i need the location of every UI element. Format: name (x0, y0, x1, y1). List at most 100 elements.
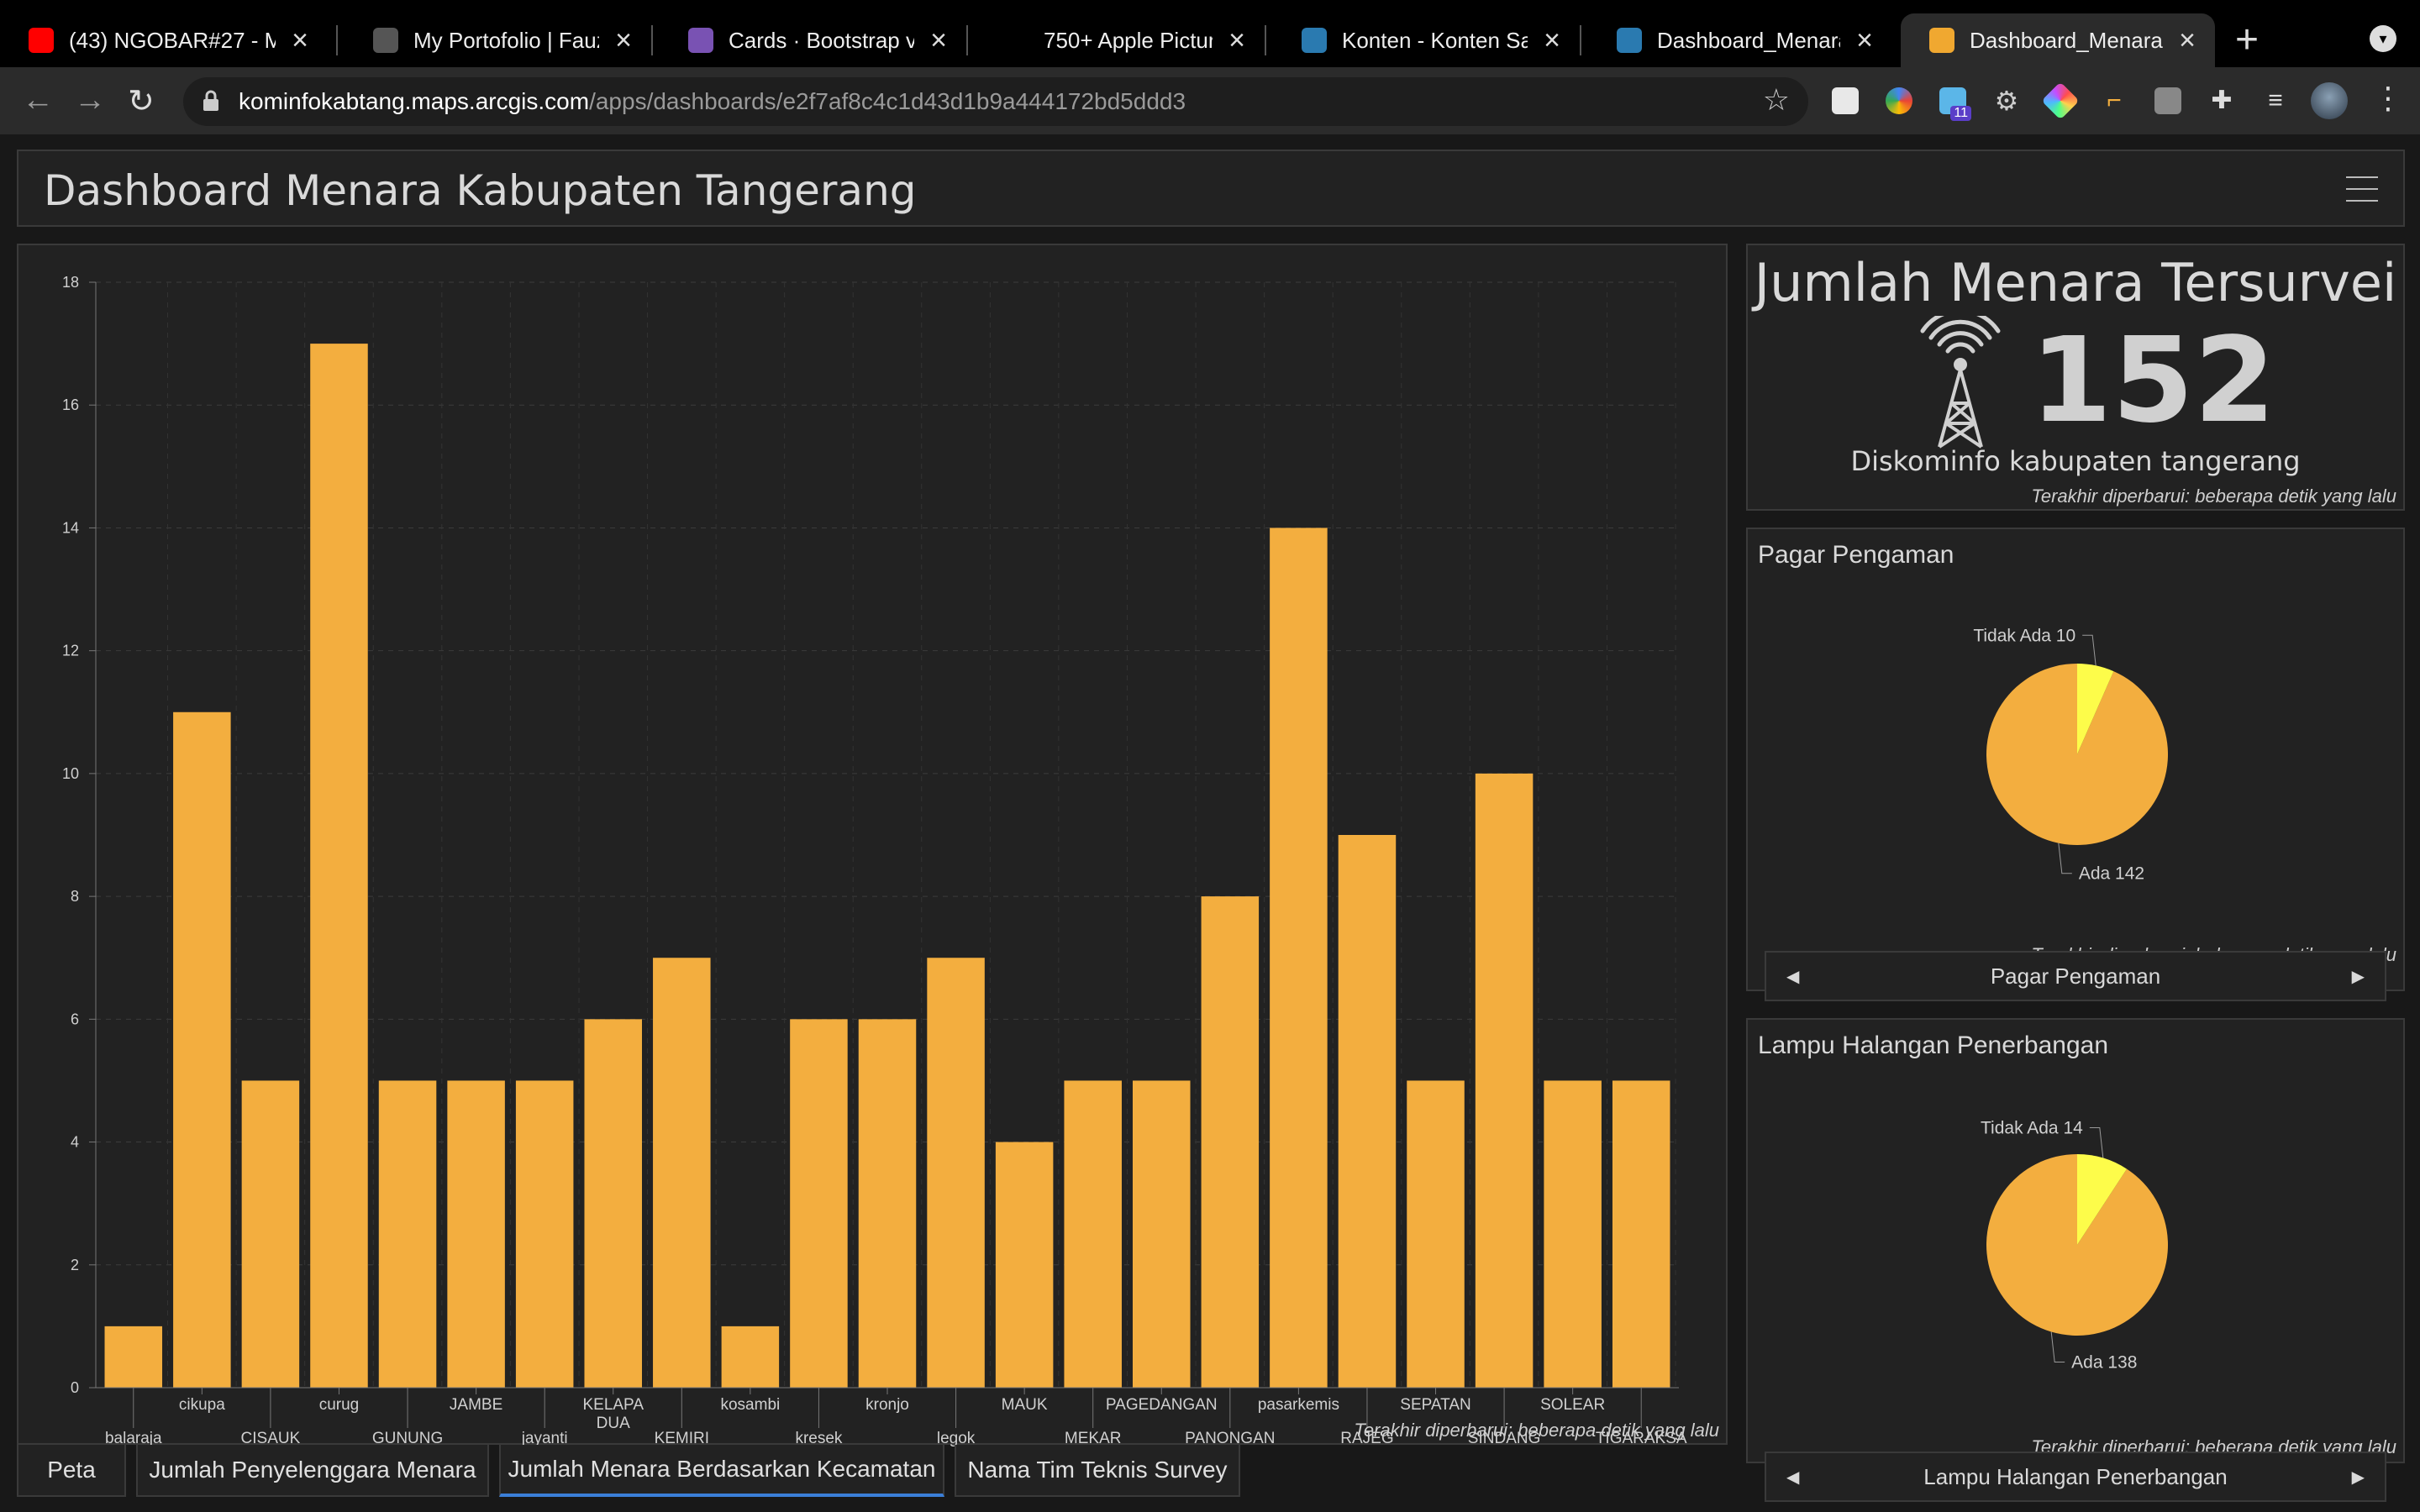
color-extension-icon[interactable] (1886, 87, 1912, 114)
bar[interactable] (584, 1019, 642, 1388)
x-tick-label: CISAUK (241, 1430, 301, 1446)
bar[interactable] (927, 958, 985, 1388)
bar[interactable] (447, 1080, 505, 1388)
y-tick-label: 14 (62, 519, 79, 536)
bar[interactable] (104, 1326, 163, 1388)
url-path: /apps/dashboards/e2f7af8c4c1d43d1b9a4441… (589, 88, 1186, 114)
tab-close-icon[interactable]: × (930, 24, 947, 56)
pie-panel-lampu-halangan: Lampu Halangan Penerbangan Ada 138 Tidak … (1746, 1018, 2405, 1463)
browser-tab[interactable]: Dashboard_Menara × (1901, 13, 2215, 67)
tab-close-icon[interactable]: × (292, 24, 308, 56)
bar[interactable] (1133, 1080, 1191, 1388)
y-tick-label: 8 (71, 888, 79, 905)
indicator-updated-note: Terakhir diperbarui: beberapa detik yang… (2031, 486, 2396, 507)
browser-tab[interactable]: Cards · Bootstrap v5.0 × (660, 13, 966, 67)
next-arrow-icon[interactable]: ▶ (2351, 1467, 2365, 1487)
browser-tab[interactable]: 750+ Apple Pictures [× (975, 13, 1265, 67)
url-host: kominfokabtang.maps.arcgis.com (239, 88, 590, 114)
screenshot-extension-icon[interactable] (2154, 87, 2181, 114)
ruler-extension-icon[interactable]: ⌐ (2107, 87, 2122, 114)
tab-close-icon[interactable]: × (615, 24, 632, 56)
bar-chart[interactable]: 0 2 4 6 8 10 12 14 16 18 balaraja cikupa CISAUK curug… (18, 245, 1729, 1446)
browser-tab[interactable]: (43) NGOBAR#27 - M × (0, 13, 328, 67)
tab-title: Dashboard_Menara (1970, 27, 2163, 53)
x-tick-label: SEPATAN (1400, 1396, 1470, 1414)
next-arrow-icon[interactable]: ▶ (2351, 967, 2365, 986)
back-arrow-icon[interactable]: ← (22, 82, 54, 118)
bar[interactable] (515, 1080, 574, 1388)
x-tick-label: balaraja (105, 1430, 162, 1446)
address-bar[interactable]: kominfokabtang.maps.arcgis.com/apps/dash… (183, 77, 1808, 126)
dashboard-icon (1929, 28, 1954, 53)
forward-arrow-icon[interactable]: → (74, 82, 106, 118)
bar[interactable] (653, 958, 711, 1388)
x-tick-label: kosambi (720, 1396, 780, 1414)
bar[interactable] (1270, 528, 1328, 1388)
bar[interactable] (1544, 1080, 1602, 1388)
tab-close-icon[interactable]: × (2179, 24, 2196, 56)
tab-close-icon[interactable]: × (1228, 24, 1245, 56)
tab-search-button[interactable]: ▾ (2370, 25, 2396, 52)
browser-tab[interactable]: Konten - Konten Saya × (1273, 13, 1580, 67)
pie-leader-line (2050, 1331, 2065, 1363)
kebab-menu-icon[interactable]: ⋮ (2373, 81, 2403, 115)
bar[interactable] (1475, 773, 1534, 1388)
bar[interactable] (1064, 1080, 1122, 1388)
reading-list-icon[interactable]: ≡ (2268, 87, 2283, 114)
x-tick-label: PANONGAN (1185, 1430, 1275, 1446)
browser-tab-strip: (43) NGOBAR#27 - M× My Portofolio | Fauza… (0, 0, 2420, 67)
pie-slice[interactable] (2077, 1154, 2128, 1245)
previous-arrow-icon[interactable]: ◀ (1786, 1467, 1800, 1487)
bar[interactable] (858, 1019, 917, 1388)
puzzle-extensions-icon[interactable]: ✚ (2211, 87, 2233, 114)
bar[interactable] (790, 1019, 848, 1388)
pie-nav-pagar-pengaman: ◀ Pagar Pengaman ▶ (1765, 951, 2386, 1001)
pie-slice[interactable] (2077, 664, 2114, 754)
tab-close-icon[interactable]: × (1544, 24, 1560, 56)
extension-badge: 11 (1950, 106, 1971, 121)
pie-title: Lampu Halangan Penerbangan (1758, 1032, 2108, 1059)
tab-title: Konten - Konten Saya (1342, 27, 1528, 53)
bar[interactable] (241, 1080, 300, 1388)
bar[interactable] (173, 711, 231, 1388)
bar[interactable] (1612, 1080, 1670, 1388)
gear-extension-icon[interactable]: ⚙ (1994, 86, 2019, 116)
browser-tab[interactable]: Dashboard_Menara - × (1588, 13, 1892, 67)
badge-extension-icon[interactable]: 11 (1939, 87, 1971, 121)
bar[interactable] (310, 344, 368, 1389)
calendar-extension-icon[interactable] (1832, 87, 1859, 114)
x-tick-label: JAMBE (450, 1396, 502, 1414)
x-tick-label: PAGEDANGAN (1106, 1396, 1218, 1414)
bar[interactable] (1338, 835, 1397, 1388)
bar[interactable] (1201, 896, 1260, 1388)
pie-chart-lampu-halangan[interactable]: Ada 138 Tidak Ada 14 (1748, 1020, 2407, 1465)
pie-nav-label: Pagar Pengaman (1990, 963, 2161, 989)
x-tick-label: kresek (795, 1430, 842, 1446)
tab-close-icon[interactable]: × (1856, 24, 1873, 56)
arcgis-globe-icon (1302, 28, 1327, 53)
tab-nama-tim-teknis[interactable]: Nama Tim Teknis Survey (955, 1445, 1240, 1497)
hamburger-menu-icon[interactable] (2346, 176, 2378, 202)
bar[interactable] (1407, 1080, 1465, 1388)
previous-arrow-icon[interactable]: ◀ (1786, 967, 1800, 986)
x-tick-label: TIGARAKSA (1596, 1430, 1687, 1446)
bar[interactable] (721, 1326, 780, 1388)
arcgis-globe-icon (1617, 28, 1642, 53)
reload-icon[interactable]: ↻ (128, 84, 155, 119)
bar[interactable] (995, 1142, 1054, 1388)
dashboard: Dashboard Menara Kabupaten Tangerang 0 2 4… (0, 134, 2420, 1512)
pie-leader-line (2082, 634, 2096, 666)
tab-jumlah-menara-kecamatan[interactable]: Jumlah Menara Berdasarkan Kecamatan (499, 1445, 944, 1497)
x-tick-label: GUNUNGKALER (372, 1430, 443, 1446)
browser-tab[interactable]: My Portofolio | Fauzan × (345, 13, 651, 67)
pie-chart-pagar-pengaman[interactable]: Ada 142 Tidak Ada 10 (1748, 529, 2407, 993)
x-tick-label: RAJEG (1340, 1430, 1393, 1446)
bookmark-star-icon[interactable]: ☆ (1762, 82, 1790, 117)
tab-peta[interactable]: Peta (17, 1445, 126, 1497)
new-tab-button[interactable]: + (2235, 18, 2260, 62)
tab-jumlah-penyelenggara[interactable]: Jumlah Penyelenggara Menara (136, 1445, 489, 1497)
profile-avatar[interactable] (2311, 82, 2348, 119)
bar[interactable] (378, 1080, 437, 1388)
tab-separator (966, 25, 968, 55)
x-tick-label: curug (319, 1396, 360, 1414)
